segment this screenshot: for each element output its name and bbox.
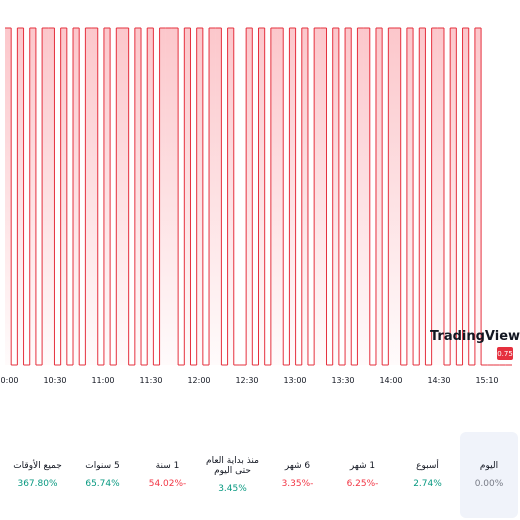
- area-fill: [375, 28, 383, 365]
- period-tabs: اليوم 0.00% أسبوع 2.74% 1 شهر -6.25% 6 شهر -3.3…: [0, 432, 520, 518]
- area-fill: [215, 28, 222, 365]
- x-tick-label: 12:30: [235, 376, 258, 385]
- area-fill: [258, 28, 265, 365]
- area-fill: [419, 28, 426, 365]
- x-tick-label: 15:10: [475, 376, 498, 385]
- area-fill: [332, 28, 339, 365]
- period-tab[interactable]: 1 سنة -54.02%: [135, 432, 200, 518]
- x-tick-label: 10:00: [0, 376, 19, 385]
- x-tick-label: 14:30: [427, 376, 450, 385]
- period-tab[interactable]: 1 شهر -6.25%: [330, 432, 395, 518]
- tab-label: 1 سنة: [155, 461, 180, 471]
- tab-value: -3.35%: [281, 479, 314, 489]
- area-fill: [314, 28, 321, 365]
- area-fill: [363, 28, 370, 365]
- area-fill: [474, 28, 482, 365]
- tab-label: جميع الأوقات: [13, 461, 62, 471]
- area-fill: [388, 28, 395, 365]
- area-fill: [357, 28, 364, 365]
- area-fill: [394, 28, 401, 365]
- x-tick-label: 13:00: [283, 376, 306, 385]
- period-tab[interactable]: أسبوع 2.74%: [395, 432, 460, 518]
- area-fill: [462, 28, 469, 365]
- area-fill: [270, 28, 278, 365]
- period-tab[interactable]: اليوم 0.00%: [460, 432, 518, 518]
- area-fill: [17, 28, 24, 365]
- area-fill: [277, 28, 284, 365]
- tab-value: 0.00%: [474, 479, 504, 489]
- tab-value: 367.80%: [17, 479, 58, 489]
- area-fill: [48, 28, 55, 365]
- area-fill: [209, 28, 216, 365]
- area-fill: [134, 28, 142, 365]
- area-fill: [196, 28, 203, 365]
- area-fill: [320, 28, 327, 365]
- tab-label: 5 سنوات: [85, 461, 120, 471]
- area-fill: [147, 28, 154, 365]
- chart: TradingView 0.75 10:00 10:30 11:00 11:30 12:0…: [0, 27, 520, 385]
- tab-value: -6.25%: [346, 479, 379, 489]
- tab-value: 65.74%: [85, 479, 120, 489]
- tab-value: -54.02%: [148, 479, 187, 489]
- tab-label: 1 شهر: [349, 461, 376, 471]
- price-label-bg: [497, 347, 513, 360]
- area-fill: [227, 28, 234, 365]
- tab-value: 3.45%: [218, 484, 247, 494]
- tab-label: اليوم: [479, 461, 499, 471]
- area-fill: [431, 28, 438, 365]
- x-tick-label: 13:30: [331, 376, 354, 385]
- area-fill: [122, 28, 129, 365]
- price-label: 0.75: [497, 350, 513, 358]
- area-fill: [116, 28, 123, 365]
- area-fill: [60, 28, 67, 365]
- period-tab[interactable]: 6 شهر -3.35%: [265, 432, 330, 518]
- period-tab[interactable]: منذ بداية العام حتى اليوم 3.45%: [200, 432, 265, 518]
- area-fill: [171, 28, 179, 365]
- x-tick-label: 11:00: [91, 376, 114, 385]
- area-fill: [29, 28, 36, 365]
- x-tick-label: 12:00: [187, 376, 210, 385]
- area-fill: [73, 28, 80, 365]
- period-tab[interactable]: جميع الأوقات 367.80%: [5, 432, 70, 518]
- area-fill: [406, 28, 414, 365]
- area-fill: [437, 28, 444, 365]
- area-fill: [450, 28, 457, 365]
- area-fill: [301, 28, 308, 365]
- area-fill: [246, 28, 253, 365]
- tab-label: أسبوع: [416, 461, 439, 471]
- watermark: TradingView: [430, 329, 520, 344]
- area-fill: [159, 28, 166, 365]
- area-fill: [5, 28, 12, 365]
- tab-label: منذ بداية العام حتى اليوم: [206, 456, 259, 476]
- area-fill: [165, 28, 172, 365]
- x-tick-label: 11:30: [139, 376, 162, 385]
- x-tick-label: 10:30: [43, 376, 66, 385]
- area-fill: [42, 28, 49, 365]
- x-tick-label: 14:00: [379, 376, 402, 385]
- area-fill: [345, 28, 352, 365]
- tab-label: 6 شهر: [284, 461, 311, 471]
- area-fill: [91, 28, 98, 365]
- area-fill: [85, 28, 92, 365]
- area-fill: [289, 28, 296, 365]
- area-fill: [184, 28, 191, 365]
- area-fill: [103, 28, 111, 365]
- tab-value: 2.74%: [413, 479, 442, 489]
- period-tab[interactable]: 5 سنوات 65.74%: [70, 432, 135, 518]
